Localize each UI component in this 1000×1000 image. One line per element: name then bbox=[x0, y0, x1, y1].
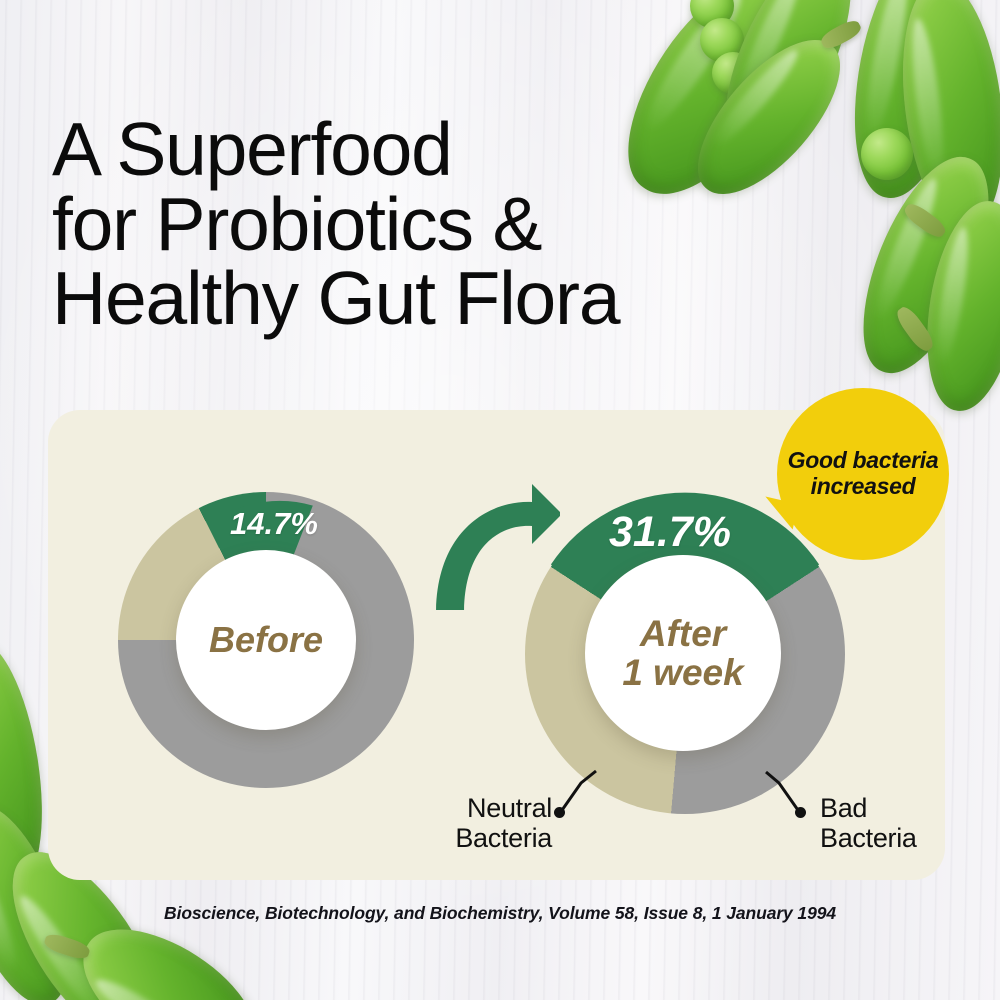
donut-center-label-after-line1: After bbox=[639, 612, 727, 654]
donut-center-before: Before bbox=[176, 550, 356, 730]
donut-value-after: 31.7% bbox=[609, 508, 731, 556]
donut-value-before: 14.7% bbox=[230, 506, 318, 541]
pea-single bbox=[861, 128, 913, 180]
label-neutral-bacteria: Neutral Bacteria bbox=[455, 793, 552, 853]
leader-dot-neutral bbox=[554, 807, 565, 818]
label-bad-bacteria: Bad Bacteria bbox=[820, 793, 917, 853]
headline-line-1: A Superfood bbox=[52, 107, 453, 192]
source-citation: Bioscience, Biotechnology, and Biochemis… bbox=[164, 903, 836, 923]
callout-bubble: Good bacteria increased bbox=[777, 388, 949, 560]
headline-line-2: for Probiotics & bbox=[52, 181, 543, 266]
donut-center-label-before: Before bbox=[208, 618, 324, 660]
donut-center-label-after-line2: 1 week bbox=[622, 652, 744, 693]
leader-dot-bad bbox=[795, 807, 806, 818]
callout-bubble-text: Good bacteria increased bbox=[787, 447, 939, 499]
donut-center-after: After 1 week bbox=[585, 555, 781, 751]
progress-arrow-icon bbox=[436, 484, 560, 610]
headline-line-3: Healthy Gut Flora bbox=[52, 255, 621, 340]
page-title: A Superfood for Probiotics & Healthy Gut… bbox=[52, 107, 882, 340]
